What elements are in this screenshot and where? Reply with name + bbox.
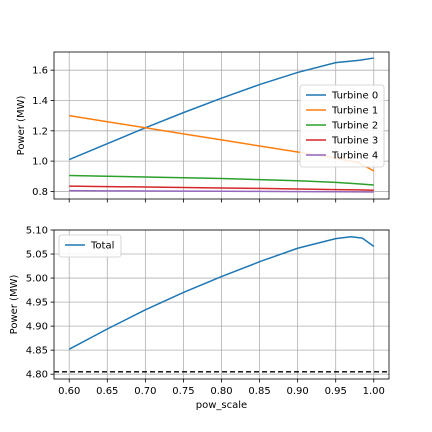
x-tick-label: 0.70 (134, 386, 156, 397)
y-tick-label: 1.4 (32, 96, 48, 107)
y-axis-label: Power (MW) (9, 275, 20, 335)
y-tick-label: 4.90 (26, 322, 48, 333)
legend-label: Turbine 4 (331, 151, 378, 162)
y-tick-label: 1.0 (32, 157, 48, 168)
legend-label: Turbine 0 (331, 91, 378, 102)
series-line-turbine-4 (69, 189, 374, 193)
series-line-total (68, 235, 375, 350)
y-tick-label: 4.85 (26, 346, 48, 357)
legend-label: Turbine 2 (331, 121, 378, 132)
legend-label: Total (90, 241, 114, 252)
y-tick-label: 5.00 (26, 274, 48, 285)
y-tick-label: 0.8 (32, 187, 48, 198)
x-tick-label: 0.95 (325, 386, 347, 397)
x-tick-label: 0.80 (210, 386, 232, 397)
x-tick-label: 0.75 (172, 386, 194, 397)
y-axis-label: Power (MW) (16, 96, 27, 156)
y-tick-label: 5.05 (26, 250, 48, 261)
legend-box (58, 234, 122, 258)
series-line-turbine-0 (68, 57, 374, 161)
series-line-turbine-2 (69, 174, 374, 186)
x-tick-label: 0.85 (248, 386, 270, 397)
top-chart: 0.8 1.0 1.2 1.4 1.6 Power (MW) Turbine 0 Turbin… (16, 51, 390, 203)
legend-label: Turbine 3 (331, 136, 378, 147)
legend-label: Turbine 1 (331, 106, 378, 117)
y-tick-label: 5.10 (26, 226, 48, 237)
y-tick-label: 1.2 (32, 126, 48, 137)
x-tick-label: 0.60 (58, 386, 80, 397)
y-tick-label: 1.6 (32, 66, 48, 77)
legend-box (299, 84, 385, 168)
x-axis-label: pow_scale (196, 400, 247, 411)
x-tick-label: 0.65 (96, 386, 118, 397)
y-tick-label: 4.80 (26, 370, 48, 381)
bottom-chart: 0.60 0.65 0.70 0.75 0.80 0.85 0.90 0.95 1.00 4.80… (9, 226, 390, 411)
x-tick-label: 0.90 (287, 386, 309, 397)
y-tick-label: 4.95 (26, 298, 48, 309)
x-tick-label: 1.00 (363, 386, 385, 397)
series-line-turbine-3 (69, 185, 374, 191)
